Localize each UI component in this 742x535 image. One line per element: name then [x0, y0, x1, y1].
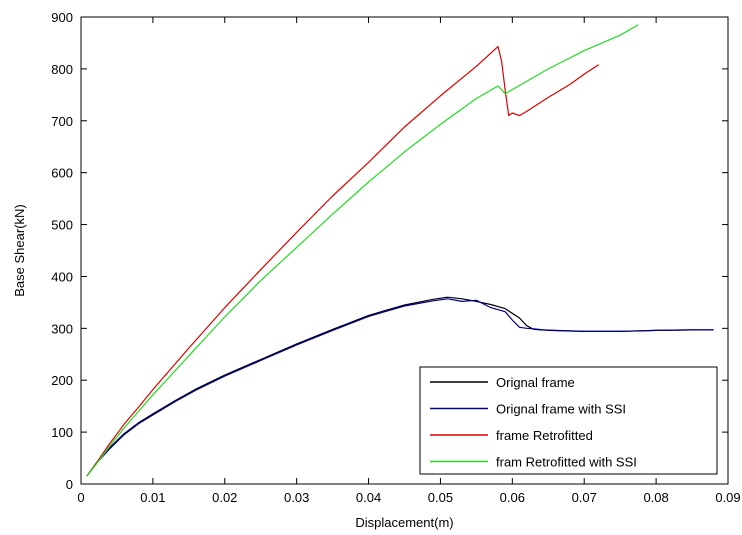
x-tick-label: 0.04 — [356, 490, 381, 505]
x-tick-label: 0.03 — [284, 490, 309, 505]
y-tick-label: 300 — [51, 321, 73, 336]
x-axis-label: Displacement(m) — [355, 515, 453, 530]
x-tick-label: 0 — [77, 490, 84, 505]
x-tick-label: 0.06 — [500, 490, 525, 505]
series-line-2 — [86, 298, 714, 477]
legend-label: Orignal frame with SSI — [496, 402, 626, 417]
y-tick-label: 700 — [51, 114, 73, 129]
y-tick-label: 900 — [51, 10, 73, 25]
y-tick-label: 800 — [51, 62, 73, 77]
x-tick-label: 0.07 — [572, 490, 597, 505]
x-tick-label: 0.02 — [212, 490, 237, 505]
series-line-3 — [86, 45, 599, 477]
y-tick-label: 600 — [51, 166, 73, 181]
legend-box — [419, 366, 718, 475]
x-tick-label: 0.05 — [428, 490, 453, 505]
x-axis: 0 0.01 0.02 0.03 0.04 0.05 0.06 0.07 0.08 0.09 — [77, 17, 741, 505]
x-tick-label: 0.08 — [643, 490, 668, 505]
legend-label: Orignal frame — [496, 375, 575, 390]
series-lines — [86, 24, 714, 477]
y-tick-label: 400 — [51, 269, 73, 284]
series-line-4 — [86, 24, 639, 477]
y-axis: 0 100 200 300 400 500 600 700 800 900 — [51, 10, 728, 492]
y-tick-label: 0 — [66, 477, 73, 492]
y-axis-label: Base Shear(kN) — [12, 204, 27, 296]
x-tick-label: 0.01 — [140, 490, 165, 505]
y-tick-label: 200 — [51, 373, 73, 388]
legend-label: frame Retrofitted — [496, 428, 593, 443]
x-tick-label: 0.09 — [715, 490, 740, 505]
legend: Orignal frame Orignal frame with SSI frame… — [419, 366, 718, 475]
legend-label: fram Retrofitted with SSI — [496, 455, 637, 470]
y-tick-label: 100 — [51, 425, 73, 440]
y-tick-label: 500 — [51, 218, 73, 233]
